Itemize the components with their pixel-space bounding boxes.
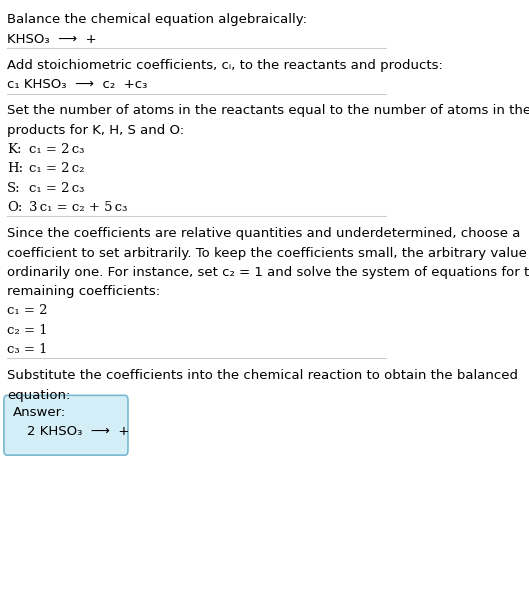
Text: 2 KHSO₃  ⟶  +: 2 KHSO₃ ⟶ + [26, 426, 129, 438]
Text: Substitute the coefficients into the chemical reaction to obtain the balanced: Substitute the coefficients into the che… [7, 369, 518, 382]
Text: Set the number of atoms in the reactants equal to the number of atoms in the: Set the number of atoms in the reactants… [7, 104, 529, 118]
Text: c₁ = 2 c₃: c₁ = 2 c₃ [29, 143, 84, 156]
Text: S:: S: [7, 182, 21, 195]
Text: H:: H: [7, 162, 23, 175]
Text: Since the coefficients are relative quantities and underdetermined, choose a: Since the coefficients are relative quan… [7, 227, 521, 240]
Text: remaining coefficients:: remaining coefficients: [7, 285, 160, 298]
Text: Answer:: Answer: [13, 406, 66, 419]
Text: ordinarily one. For instance, set c₂ = 1 and solve the system of equations for t: ordinarily one. For instance, set c₂ = 1… [7, 266, 529, 279]
Text: 3 c₁ = c₂ + 5 c₃: 3 c₁ = c₂ + 5 c₃ [29, 201, 127, 214]
FancyBboxPatch shape [4, 396, 128, 455]
Text: coefficient to set arbitrarily. To keep the coefficients small, the arbitrary va: coefficient to set arbitrarily. To keep … [7, 247, 529, 259]
Text: Add stoichiometric coefficients, cᵢ, to the reactants and products:: Add stoichiometric coefficients, cᵢ, to … [7, 59, 443, 72]
Text: equation:: equation: [7, 388, 70, 402]
Text: c₂ = 1: c₂ = 1 [7, 324, 48, 336]
Text: Balance the chemical equation algebraically:: Balance the chemical equation algebraica… [7, 13, 307, 27]
Text: c₁ KHSO₃  ⟶  c₂  +c₃: c₁ KHSO₃ ⟶ c₂ +c₃ [7, 78, 148, 91]
Text: c₁ = 2 c₃: c₁ = 2 c₃ [29, 182, 84, 195]
Text: c₁ = 2 c₂: c₁ = 2 c₂ [29, 162, 84, 175]
Text: c₃ = 1: c₃ = 1 [7, 343, 48, 356]
Text: O:: O: [7, 201, 22, 214]
Text: c₁ = 2: c₁ = 2 [7, 305, 48, 317]
Text: KHSO₃  ⟶  +: KHSO₃ ⟶ + [7, 33, 97, 46]
Text: products for K, H, S and O:: products for K, H, S and O: [7, 124, 184, 137]
Text: K:: K: [7, 143, 22, 156]
